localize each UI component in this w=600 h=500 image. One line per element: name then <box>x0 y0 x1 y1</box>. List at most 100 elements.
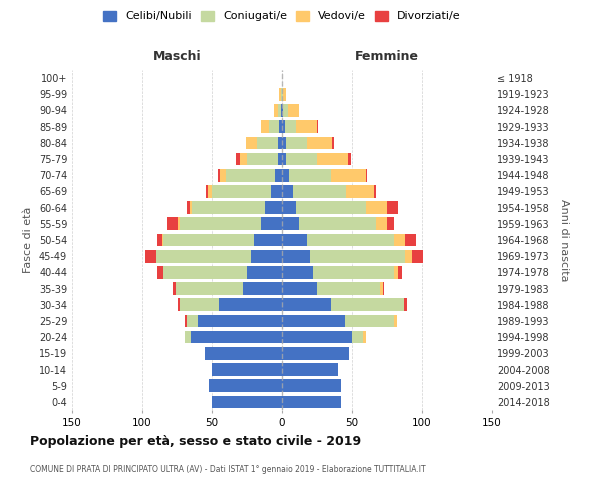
Bar <box>247 266 282 278</box>
Bar <box>218 169 220 181</box>
Bar <box>279 88 281 101</box>
Bar <box>317 282 380 295</box>
Bar <box>282 282 317 295</box>
Bar <box>167 218 178 230</box>
Bar <box>219 298 282 311</box>
Bar <box>307 136 332 149</box>
Bar <box>283 104 287 117</box>
Bar <box>310 250 405 262</box>
Bar <box>345 314 394 328</box>
Bar <box>245 136 257 149</box>
Bar <box>282 363 338 376</box>
Bar <box>157 266 163 278</box>
Bar <box>307 234 394 246</box>
Bar <box>178 298 180 311</box>
Legend: Celibi/Nubili, Coniugati/e, Vedovi/e, Divorziati/e: Celibi/Nubili, Coniugati/e, Vedovi/e, Di… <box>103 10 461 22</box>
Bar <box>247 152 278 166</box>
Bar <box>282 136 286 149</box>
Bar <box>387 202 398 214</box>
Bar <box>269 120 279 133</box>
Bar <box>281 88 282 101</box>
Bar <box>282 169 289 181</box>
Bar <box>282 298 331 311</box>
Bar <box>261 218 282 230</box>
Bar <box>209 380 282 392</box>
Bar <box>261 120 269 133</box>
Bar <box>286 136 307 149</box>
Bar <box>190 202 193 214</box>
Bar <box>180 218 261 230</box>
Bar <box>161 234 163 246</box>
Bar <box>163 266 247 278</box>
Bar <box>173 282 176 295</box>
Bar <box>212 396 282 408</box>
Bar <box>293 185 346 198</box>
Bar <box>278 136 282 149</box>
Bar <box>289 169 331 181</box>
Bar <box>208 185 212 198</box>
Bar <box>278 104 281 117</box>
Bar <box>317 152 348 166</box>
Bar <box>282 331 352 344</box>
Bar <box>296 120 317 133</box>
Bar <box>412 250 424 262</box>
Bar <box>145 250 156 262</box>
Bar <box>206 185 208 198</box>
Bar <box>282 250 310 262</box>
Bar <box>394 266 398 278</box>
Bar <box>366 169 367 181</box>
Bar <box>286 152 317 166</box>
Bar <box>212 363 282 376</box>
Bar <box>257 136 278 149</box>
Bar <box>274 104 278 117</box>
Bar <box>163 234 254 246</box>
Text: Popolazione per età, sesso e stato civile - 2019: Popolazione per età, sesso e stato civil… <box>30 435 361 448</box>
Bar <box>185 314 187 328</box>
Bar <box>405 234 416 246</box>
Bar <box>282 202 296 214</box>
Bar <box>285 120 296 133</box>
Bar <box>313 266 394 278</box>
Text: Femmine: Femmine <box>355 50 419 63</box>
Y-axis label: Fasce di età: Fasce di età <box>23 207 33 273</box>
Bar <box>331 169 366 181</box>
Bar <box>282 218 299 230</box>
Bar <box>157 234 161 246</box>
Bar <box>404 298 407 311</box>
Bar <box>282 347 349 360</box>
Bar <box>282 104 283 117</box>
Bar <box>317 120 319 133</box>
Bar <box>363 331 366 344</box>
Bar <box>331 298 404 311</box>
Bar <box>405 250 412 262</box>
Bar <box>398 266 403 278</box>
Bar <box>394 234 405 246</box>
Bar <box>282 120 285 133</box>
Text: Maschi: Maschi <box>152 50 202 63</box>
Bar <box>282 88 283 101</box>
Bar <box>265 202 282 214</box>
Bar <box>187 202 190 214</box>
Bar <box>281 104 282 117</box>
Bar <box>283 88 286 101</box>
Bar <box>296 202 366 214</box>
Text: COMUNE DI PRATA DI PRINCIPATO ULTRA (AV) - Dati ISTAT 1° gennaio 2019 - Elaboraz: COMUNE DI PRATA DI PRINCIPATO ULTRA (AV)… <box>30 465 425 474</box>
Bar <box>332 136 334 149</box>
Bar <box>176 282 243 295</box>
Bar <box>282 266 313 278</box>
Bar <box>205 347 282 360</box>
Bar <box>387 218 394 230</box>
Bar <box>366 202 387 214</box>
Bar <box>282 396 341 408</box>
Bar <box>240 152 247 166</box>
Bar <box>193 202 265 214</box>
Bar <box>236 152 240 166</box>
Bar <box>394 314 397 328</box>
Bar <box>348 152 350 166</box>
Bar <box>282 152 286 166</box>
Y-axis label: Anni di nascita: Anni di nascita <box>559 198 569 281</box>
Bar <box>282 185 293 198</box>
Bar <box>220 169 226 181</box>
Bar <box>383 282 384 295</box>
Bar <box>287 104 299 117</box>
